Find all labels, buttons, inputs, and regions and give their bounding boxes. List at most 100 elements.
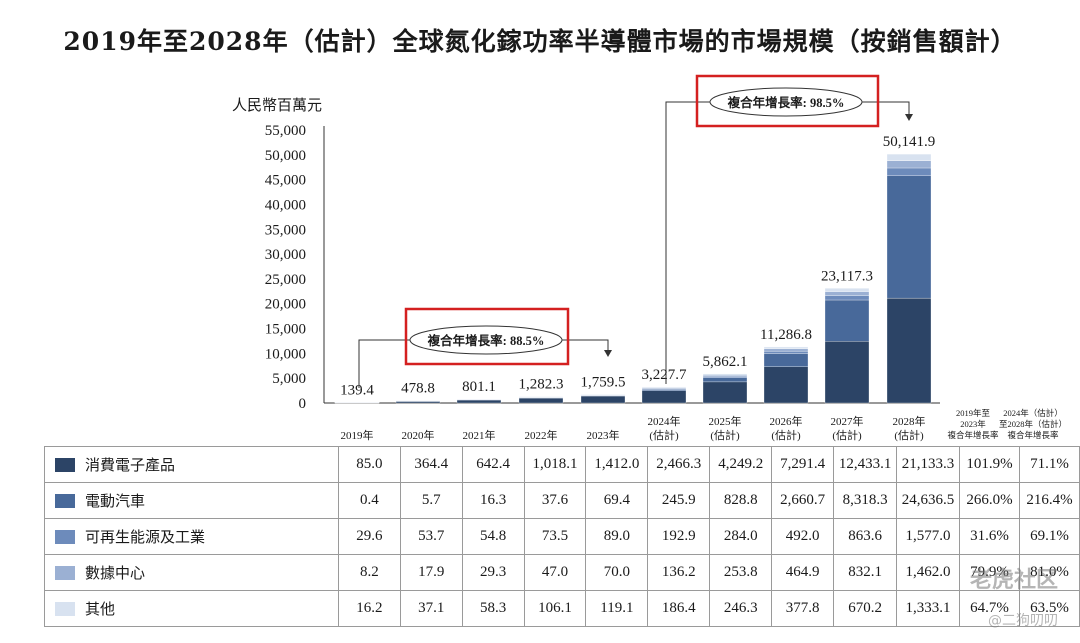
y-tick-label: 20,000: [265, 297, 306, 313]
legend-cell: 消費電子產品: [44, 446, 339, 483]
bar-total-label: 801.1: [462, 379, 496, 395]
table-value-cell: 364.4: [399, 446, 463, 483]
x-tick-label-sub: (估計): [771, 428, 801, 442]
legend-cell: 其他: [44, 590, 339, 627]
bar-total-label: 11,286.8: [760, 327, 812, 343]
cagr-connector-left: [665, 101, 710, 384]
table-row: 電動汽車 0.4 5.7 16.3 37.6 69.4 245.9 828.8 2,660.7 8…: [44, 482, 1080, 519]
table-value-cell: 73.5: [523, 518, 587, 555]
table-value-cell: 1,462.0: [896, 554, 961, 591]
x-tick-label: 2024年: [648, 414, 681, 428]
y-tick-label: 0: [299, 396, 307, 412]
table-value-cell: 53.7: [399, 518, 463, 555]
x-tick-label: 2019年: [341, 428, 374, 442]
table-cagr-cell: 64.7%: [959, 590, 1020, 627]
table-value-cell: 136.2: [647, 554, 711, 591]
cagr-highlight-box: [695, 74, 880, 128]
x-tick-label: 2028年: [893, 414, 926, 428]
bar-segment-3: [702, 376, 748, 378]
table-value-cell: 21,133.3: [896, 446, 961, 483]
table-value-cell: 24,636.5: [896, 482, 961, 519]
bar-segment-4: [763, 348, 809, 352]
table-value-cell: 492.0: [771, 518, 835, 555]
cagr-connector-right: [862, 101, 910, 115]
table-cagr-cell: 69.1%: [1018, 518, 1080, 555]
legend-label: 數據中心: [85, 566, 146, 582]
table-value-cell: 106.1: [523, 590, 587, 627]
y-tick-label: 10,000: [265, 346, 306, 362]
table-cagr-cell: 81.0%: [1018, 554, 1080, 591]
legend-swatch: [55, 458, 75, 472]
table-value-cell: 832.1: [833, 554, 898, 591]
y-tick-label: 15,000: [265, 322, 306, 338]
bar-segment-4: [824, 291, 870, 296]
bar-segment-1: [456, 399, 502, 404]
table-value-cell: 284.0: [709, 518, 773, 555]
x-tick-label-sub: (估計): [832, 428, 862, 442]
bar-total-label: 139.4: [340, 382, 374, 398]
cagr-header-line3: 複合年增長率: [1007, 430, 1059, 440]
table-value-cell: 253.8: [709, 554, 773, 591]
table-value-cell: 670.2: [833, 590, 898, 627]
table-value-cell: 246.3: [709, 590, 773, 627]
table-cagr-cell: 79.9%: [959, 554, 1020, 591]
table-value-cell: 37.1: [399, 590, 463, 627]
y-tick-label: 55,000: [265, 123, 306, 139]
bar-segment-5: [824, 288, 870, 292]
bar-segment-3: [824, 295, 870, 301]
legend-label: 其他: [85, 602, 116, 618]
stacked-bar-chart: 人民幣百萬元 0 5,000 10,000 15,000 20,000 25,000 30,0…: [232, 74, 1067, 442]
x-tick-label: 2025年: [709, 414, 742, 428]
cagr-connector-left: [358, 339, 410, 388]
cagr-arrowhead: [905, 114, 913, 121]
x-tick-label: 2026年: [770, 414, 803, 428]
y-tick-label: 5,000: [272, 371, 306, 387]
legend-label: 電動汽車: [85, 494, 146, 510]
table-row: 數據中心 8.2 17.9 29.3 47.0 70.0 136.2 253.8 464.9 83…: [44, 554, 1080, 591]
table-value-cell: 12,433.1: [833, 446, 898, 483]
legend-cell: 數據中心: [44, 554, 339, 591]
bar-segment-3: [886, 167, 932, 176]
bar-segment-5: [702, 373, 748, 376]
table-value-cell: 2,466.3: [647, 446, 711, 483]
table-value-cell: 69.4: [585, 482, 649, 519]
table-cagr-cell: 71.1%: [1018, 446, 1080, 483]
table-value-cell: 464.9: [771, 554, 835, 591]
y-tick-label: 35,000: [265, 222, 306, 238]
table-value-cell: 1,412.0: [585, 446, 649, 483]
x-tick-label: 2020年: [402, 428, 435, 442]
legend-swatch: [55, 566, 75, 580]
bar-segment-1: [824, 341, 870, 404]
legend-cell: 可再生能源及工業: [44, 518, 339, 555]
bar-segment-5: [763, 346, 809, 350]
table-row: 可再生能源及工業 29.6 53.7 54.8 73.5 89.0 192.9 284.0 49…: [44, 518, 1080, 555]
bar-segment-2: [886, 175, 932, 299]
table-cagr-cell: 63.5%: [1018, 590, 1080, 627]
legend-label: 消費電子產品: [85, 458, 176, 474]
bar-total-label: 1,282.3: [519, 377, 564, 393]
x-tick-label-sub: (估計): [894, 428, 924, 442]
chart-title: 2019年至2028年（估計）全球氮化鎵功率半導體市場的市場規模（按銷售額計）: [63, 27, 1017, 56]
bar-total-label: 50,141.9: [883, 134, 936, 150]
bar-segment-1: [763, 366, 809, 404]
table-cagr-cell: 101.9%: [959, 446, 1020, 483]
table-value-cell: 245.9: [647, 482, 711, 519]
cagr-connector-right: [562, 339, 609, 351]
table-value-cell: 70.0: [585, 554, 649, 591]
cagr-ellipse: [709, 87, 863, 117]
bar-segment-2: [702, 377, 748, 383]
bar-segment-4: [886, 160, 932, 169]
cagr-header-line2: 至2028年（估計）: [999, 419, 1067, 429]
x-tick-label-sub: (估計): [710, 428, 740, 442]
bar-total-label: 478.8: [401, 381, 435, 397]
table-value-cell: 58.3: [461, 590, 525, 627]
table-value-cell: 37.6: [523, 482, 587, 519]
bar-segment-5: [580, 394, 626, 396]
table-value-cell: 16.3: [461, 482, 525, 519]
y-tick-label: 45,000: [265, 173, 306, 189]
table-value-cell: 8,318.3: [833, 482, 898, 519]
bar-total-label: 3,227.7: [642, 367, 688, 383]
table-value-cell: 186.4: [647, 590, 711, 627]
bar-total-label: 5,862.1: [703, 354, 748, 370]
table-value-cell: 4,249.2: [709, 446, 773, 483]
